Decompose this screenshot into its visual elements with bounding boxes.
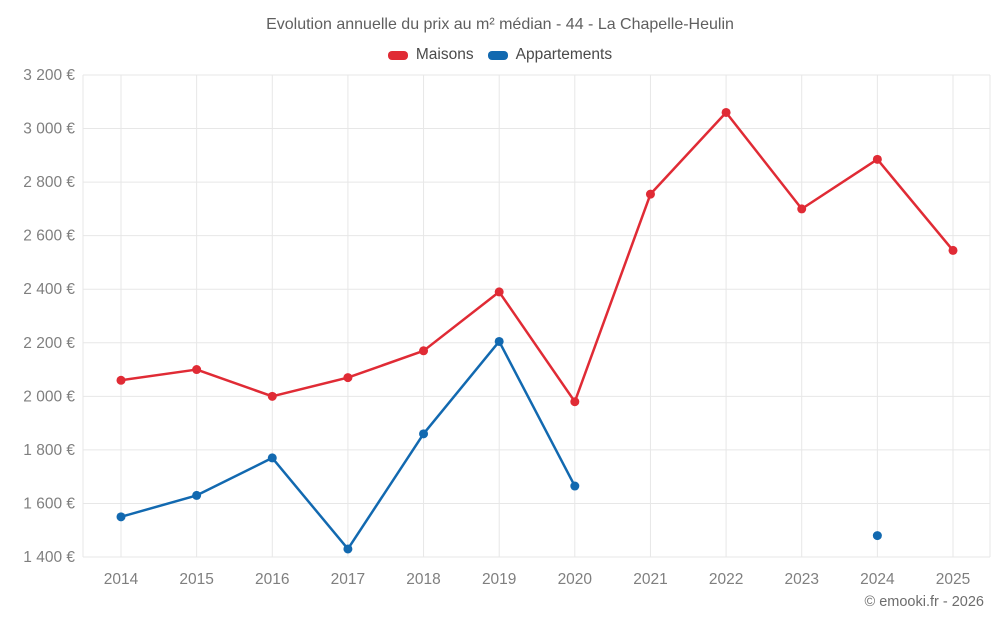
y-axis-tick-label: 1 400 € [23, 549, 75, 566]
data-point-maisons-2019[interactable] [494, 287, 504, 297]
y-axis-tick-label: 3 200 € [23, 67, 75, 84]
data-point-maisons-2024[interactable] [872, 154, 882, 164]
data-point-maisons-2014[interactable] [116, 375, 126, 385]
data-point-maisons-2021[interactable] [645, 189, 655, 199]
data-point-appartements-2015[interactable] [192, 490, 202, 500]
chart-legend: Maisons Appartements [0, 46, 1000, 64]
data-point-appartements-2018[interactable] [419, 429, 429, 439]
x-axis-tick-label: 2023 [784, 571, 818, 588]
y-axis-tick-label: 2 600 € [23, 228, 75, 245]
data-point-appartements-2019[interactable] [494, 336, 504, 346]
data-point-appartements-2024[interactable] [872, 531, 882, 541]
y-axis-tick-label: 2 200 € [23, 335, 75, 352]
x-axis-tick-label: 2018 [406, 571, 440, 588]
x-axis-tick-label: 2025 [936, 571, 970, 588]
x-axis-tick-label: 2019 [482, 571, 516, 588]
data-point-appartements-2017[interactable] [343, 544, 353, 554]
maisons-swatch-icon [387, 50, 408, 60]
y-axis-tick-label: 1 800 € [23, 442, 75, 459]
x-axis-tick-label: 2021 [633, 571, 667, 588]
data-point-maisons-2020[interactable] [570, 397, 580, 407]
y-axis-tick-label: 3 000 € [23, 121, 75, 138]
data-point-maisons-2015[interactable] [192, 365, 202, 375]
x-axis-tick-label: 2020 [558, 571, 593, 588]
data-point-maisons-2018[interactable] [419, 346, 429, 356]
x-axis-tick-label: 2014 [104, 571, 139, 588]
data-point-maisons-2025[interactable] [948, 245, 958, 255]
legend-label-maisons: Maisons [415, 46, 474, 63]
x-axis-tick-label: 2024 [860, 571, 895, 588]
legend-item-appartements[interactable]: Appartements [487, 46, 613, 64]
data-point-maisons-2022[interactable] [721, 107, 731, 117]
x-axis-tick-label: 2015 [179, 571, 213, 588]
data-point-appartements-2014[interactable] [116, 512, 126, 522]
data-point-maisons-2023[interactable] [797, 204, 807, 214]
series-line-maisons [120, 111, 954, 403]
appartements-swatch-icon [487, 50, 508, 60]
legend-item-maisons[interactable]: Maisons [387, 46, 474, 64]
y-axis-tick-label: 2 800 € [23, 174, 75, 191]
data-point-maisons-2017[interactable] [343, 373, 353, 383]
attribution: © emooki.fr - 2026 [864, 594, 984, 610]
x-axis-tick-label: 2016 [255, 571, 289, 588]
x-axis-tick-label: 2017 [331, 571, 365, 588]
chart-title: Evolution annuelle du prix au m² médian … [266, 16, 734, 33]
y-axis-tick-label: 1 600 € [23, 495, 75, 512]
data-point-appartements-2020[interactable] [570, 481, 580, 491]
y-axis-tick-label: 2 000 € [23, 388, 75, 405]
x-axis-tick-label: 2022 [709, 571, 743, 588]
legend-label-appartements: Appartements [515, 46, 613, 63]
y-axis-tick-label: 2 400 € [23, 281, 75, 298]
data-point-appartements-2016[interactable] [267, 453, 277, 463]
data-point-maisons-2016[interactable] [267, 391, 277, 401]
